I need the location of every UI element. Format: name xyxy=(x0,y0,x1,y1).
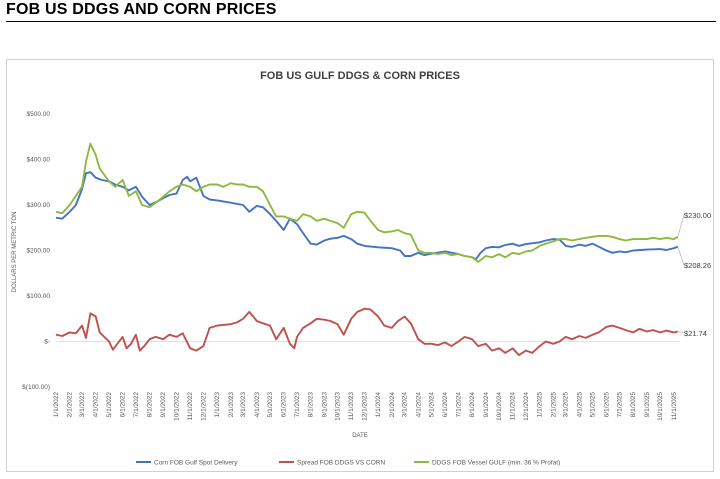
y-tick-label: $400.00 xyxy=(27,157,51,164)
x-tick-label: 9/1/2023 xyxy=(321,392,328,418)
x-tick-label: 1/1/2022 xyxy=(53,392,60,418)
end-value-label: $21.74 xyxy=(684,329,707,338)
x-tick-label: 5/1/2025 xyxy=(590,392,597,418)
x-tick-label: 7/1/2024 xyxy=(456,392,463,418)
x-tick-label: 10/1/2024 xyxy=(496,392,503,421)
x-tick-label: 10/1/2025 xyxy=(657,392,664,421)
x-tick-label: 2/1/2022 xyxy=(67,392,74,418)
y-axis-label: DOLLARS PER METRIC TON xyxy=(12,212,18,293)
x-tick-label: 8/1/2022 xyxy=(147,392,154,418)
x-tick-label: 8/1/2025 xyxy=(630,392,637,418)
x-tick-label: 11/1/2025 xyxy=(671,392,678,421)
x-tick-label: 11/1/2024 xyxy=(510,392,517,421)
x-tick-label: 3/1/2024 xyxy=(402,392,409,418)
axes-layer: $(100.00) $- $100.00 $200.00 $300.00 $400.00 $… xyxy=(22,111,680,421)
legend: Corn FOB Gulf Spot Delivery Spread FOB DD… xyxy=(136,460,560,467)
series-line xyxy=(55,142,679,263)
end-label-leader xyxy=(677,246,685,266)
x-tick-label: 9/1/2025 xyxy=(644,392,651,418)
legend-label: Spread FOB DDGS VS CORN xyxy=(297,460,385,467)
x-tick-label: 9/1/2022 xyxy=(160,392,167,418)
y-tick-label: $200.00 xyxy=(27,248,51,255)
x-tick-label: 11/1/2022 xyxy=(187,392,194,421)
x-tick-label: 3/1/2022 xyxy=(79,392,86,418)
x-tick-label: 5/1/2024 xyxy=(429,392,436,418)
x-tick-label: 6/1/2023 xyxy=(281,392,288,418)
x-tick-label: 7/1/2023 xyxy=(294,392,301,418)
x-tick-label: 6/1/2025 xyxy=(603,392,610,418)
y-tick-label: $300.00 xyxy=(27,202,51,209)
series-line xyxy=(55,171,679,261)
x-tick-label: 9/1/2024 xyxy=(483,392,490,418)
chart-title: FOB US GULF DDGS & CORN PRICES xyxy=(260,70,460,82)
x-tick-label: 4/1/2025 xyxy=(576,392,583,418)
end-labels-layer: $208.26 $21.74 $230.00 xyxy=(677,211,711,338)
x-tick-label: 7/1/2025 xyxy=(617,392,624,418)
x-tick-label: 8/1/2024 xyxy=(469,392,476,418)
x-tick-label: 7/1/2022 xyxy=(133,392,140,418)
legend-label: DDGS FOB Vessel GULF (min. 36 % Profat) xyxy=(432,460,560,467)
x-tick-label: 12/1/2022 xyxy=(200,392,207,421)
x-tick-label: 4/1/2024 xyxy=(415,392,422,418)
x-axis-label: DATE xyxy=(352,433,368,439)
x-tick-label: 5/1/2022 xyxy=(106,392,113,418)
end-value-label: $208.26 xyxy=(684,261,711,270)
x-tick-label: 1/1/2024 xyxy=(375,392,382,418)
heading-divider xyxy=(6,21,716,22)
x-tick-label: 1/1/2025 xyxy=(537,392,544,418)
x-tick-label: 8/1/2023 xyxy=(308,392,315,418)
x-tick-label: 10/1/2023 xyxy=(335,392,342,421)
x-tick-label: 11/1/2023 xyxy=(348,392,355,421)
y-tick-label: $- xyxy=(44,339,50,346)
legend-label: Corn FOB Gulf Spot Delivery xyxy=(154,460,238,467)
x-tick-label: 4/1/2023 xyxy=(254,392,261,418)
series-layer xyxy=(55,142,679,357)
x-tick-label: 2/1/2024 xyxy=(389,392,396,418)
y-tick-label: $500.00 xyxy=(27,111,51,118)
x-tick-label: 6/1/2024 xyxy=(442,392,449,418)
end-value-label: $230.00 xyxy=(684,211,711,220)
series-line xyxy=(55,307,678,357)
end-label-leader xyxy=(677,331,685,334)
x-tick-label: 12/1/2023 xyxy=(362,392,369,421)
y-tick-label: $(100.00) xyxy=(22,384,50,391)
page-heading: FOB US DDGS AND CORN PRICES xyxy=(6,1,277,18)
x-tick-label: 2/1/2025 xyxy=(550,392,557,418)
x-tick-label: 10/1/2022 xyxy=(174,392,181,421)
x-tick-label: 12/1/2024 xyxy=(523,392,530,421)
x-tick-label: 4/1/2022 xyxy=(93,392,100,418)
y-tick-label: $100.00 xyxy=(27,293,51,300)
x-tick-label: 5/1/2023 xyxy=(267,392,274,418)
x-tick-label: 3/1/2023 xyxy=(240,392,247,418)
end-label-leader xyxy=(677,214,685,237)
x-tick-label: 6/1/2022 xyxy=(120,392,127,418)
x-tick-label: 1/1/2023 xyxy=(214,392,221,418)
x-tick-label: 2/1/2023 xyxy=(228,392,235,418)
x-tick-label: 3/1/2025 xyxy=(563,392,570,418)
chart-frame xyxy=(6,59,714,472)
